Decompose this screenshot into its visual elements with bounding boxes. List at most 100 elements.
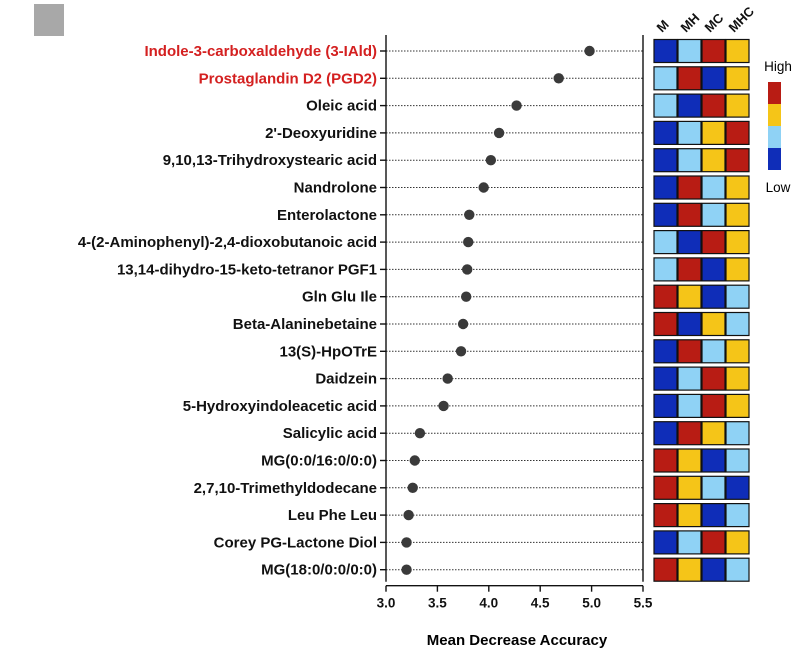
heatmap-cell <box>701 339 726 364</box>
legend-swatch <box>768 126 781 148</box>
data-point <box>553 73 564 84</box>
chart-row: 13,14-dihydro-15-keto-tetranor PGF1 <box>117 261 643 278</box>
data-point <box>438 400 449 412</box>
row-label: Oleic acid <box>306 98 377 115</box>
x-tick-label: 4.5 <box>531 596 550 611</box>
heatmap-cell <box>653 393 678 418</box>
row-label: 5-Hydroxyindoleacetic acid <box>183 398 377 415</box>
row-label: MG(18:0/0:0/0:0) <box>261 562 377 579</box>
heatmap-cell <box>701 475 726 500</box>
chart-row: Nandrolone <box>294 180 643 197</box>
heatmap-cell <box>725 530 750 555</box>
chart-row: MG(18:0/0:0/0:0) <box>261 562 643 579</box>
data-point <box>442 373 453 384</box>
heatmap-cell <box>677 120 702 146</box>
heatmap-cell <box>701 366 726 391</box>
heatmap-cell <box>653 38 678 64</box>
heatmap-cell <box>701 393 726 418</box>
legend-swatch <box>768 104 781 126</box>
heatmap-cell <box>677 175 702 200</box>
row-label: 13(S)-HpOTrE <box>279 343 377 360</box>
chart-row: Salicylic acid <box>283 425 643 442</box>
x-tick-label: 4.0 <box>479 596 498 611</box>
heatmap-cell <box>725 557 750 582</box>
heatmap-cell <box>677 530 702 555</box>
heatmap-cell <box>653 311 678 337</box>
heatmap-cell <box>701 311 726 337</box>
heatmap-cell <box>701 530 726 555</box>
heatmap-cell <box>725 284 750 309</box>
data-point <box>511 100 522 111</box>
legend-swatch <box>768 148 781 170</box>
data-point <box>462 264 473 275</box>
heatmap-cell <box>701 448 726 473</box>
x-tick-label: 5.5 <box>634 596 653 611</box>
heatmap-cell <box>701 557 726 582</box>
data-point <box>463 236 474 248</box>
row-label: 2,7,10-Trimethyldodecane <box>194 480 377 497</box>
data-point <box>407 482 418 493</box>
heatmap-cell <box>725 66 750 91</box>
chart-row: MG(0:0/16:0/0:0) <box>261 453 643 470</box>
heatmap-cell <box>653 120 678 146</box>
heatmap-cell <box>653 284 678 309</box>
color-legend: High Low <box>764 59 792 195</box>
heatmap-cell <box>653 503 678 528</box>
chart-row: Beta-Alaninebetaine <box>233 316 643 333</box>
heatmap-cell <box>725 421 750 446</box>
data-point <box>403 509 414 521</box>
data-point <box>409 455 420 466</box>
data-point <box>401 537 412 548</box>
heatmap-cell <box>653 530 678 555</box>
heatmap-cell <box>677 448 702 473</box>
heatmap-column-header: MC <box>702 10 727 35</box>
row-label: Enterolactone <box>277 207 377 224</box>
heatmap-cell <box>653 421 678 446</box>
heatmap-cell <box>677 93 702 118</box>
heatmap-cell <box>677 202 702 227</box>
heatmap-column-headers: M MH MC MHC <box>654 3 758 35</box>
heatmap-cell <box>701 93 726 118</box>
placeholder-square <box>34 4 64 36</box>
heatmap-cell <box>725 230 750 255</box>
row-label: Corey PG-Lactone Diol <box>214 534 377 551</box>
heatmap-cell <box>701 421 726 446</box>
heatmap-cell <box>677 38 702 64</box>
heatmap-cell <box>653 257 678 282</box>
heatmap-cell <box>677 503 702 528</box>
row-label: Leu Phe Leu <box>288 507 377 524</box>
chart-row: 4-(2-Aminophenyl)-2,4-dioxobutanoic acid <box>78 234 643 251</box>
row-label: 2'-Deoxyuridine <box>265 125 377 142</box>
heatmap-cell <box>653 339 678 364</box>
data-point <box>401 564 412 575</box>
row-label: Daidzein <box>315 371 377 388</box>
heatmap-column-header: M <box>654 17 672 35</box>
heatmap-cell <box>725 311 750 337</box>
chart-row: Oleic acid <box>306 98 643 115</box>
heatmap-column-header: MHC <box>726 3 758 35</box>
data-point <box>493 127 505 139</box>
heatmap-cell <box>677 284 702 309</box>
chart-row: 5-Hydroxyindoleacetic acid <box>183 398 643 415</box>
heatmap-cell <box>653 448 678 473</box>
rows-layer: Indole-3-carboxaldehyde (3-IAld) Prostagl… <box>78 43 643 579</box>
heatmap-cell <box>677 557 702 582</box>
row-label: Prostaglandin D2 (PGD2) <box>199 70 377 87</box>
x-axis: 3.0 3.5 4.0 4.5 5.0 5.5 <box>377 35 653 611</box>
heatmap-cell <box>653 366 678 391</box>
heatmap-cell <box>677 148 702 173</box>
heatmap-cell <box>725 257 750 282</box>
x-tick-label: 3.5 <box>428 596 447 611</box>
chart-row: Enterolactone <box>277 207 643 224</box>
heatmap-cell <box>725 475 750 500</box>
heatmap-cell <box>677 393 702 418</box>
data-point <box>485 155 497 166</box>
data-point <box>464 209 475 220</box>
heatmap-cell <box>725 148 750 173</box>
heatmap-cell <box>677 257 702 282</box>
heatmap-cell <box>701 148 726 173</box>
chart-row: 2,7,10-Trimethyldodecane <box>194 480 643 497</box>
row-label: 9,10,13-Trihydroxystearic acid <box>163 152 377 169</box>
heatmap-cell <box>725 366 750 391</box>
data-point <box>460 291 472 302</box>
